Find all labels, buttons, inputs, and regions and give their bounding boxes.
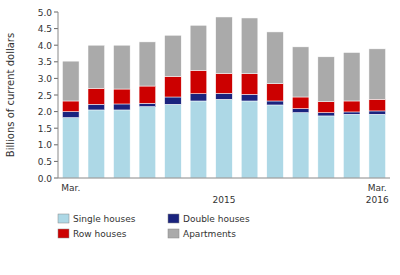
bar-segment (114, 89, 131, 104)
bar-segment (139, 86, 156, 103)
y-tick (54, 78, 58, 79)
y-tick-label: 0.0 (38, 174, 53, 184)
x-axis-line (58, 178, 390, 179)
bar-segment (114, 45, 131, 89)
legend-swatch (58, 229, 69, 238)
bar-segment (88, 88, 105, 104)
bar-segment (114, 104, 131, 110)
x-tick-label: Mar. (368, 183, 387, 193)
legend: Single houses Double houses Row houses Apar… (58, 214, 250, 239)
y-axis-line (58, 12, 59, 178)
y-axis: 0.0 0.5 1.0 1.5 2.0 2.5 3.0 3.5 4.0 4.5 5.0 (38, 8, 58, 184)
legend-label: Apartments (183, 229, 236, 239)
y-tick (54, 95, 58, 96)
bar-segment (88, 45, 105, 88)
bar-segment (241, 94, 258, 101)
bar-segment (318, 113, 335, 116)
bars (62, 17, 385, 178)
annotation: 2015 (213, 195, 236, 205)
y-tick-label: 1.0 (38, 140, 53, 150)
annotation: 2016 (366, 195, 389, 205)
y-tick (54, 12, 58, 13)
legend-label: Double houses (183, 214, 250, 224)
bar-segment (190, 70, 207, 93)
y-tick-label: 4.0 (38, 41, 53, 51)
bar-segment (139, 107, 156, 178)
bar-segment (343, 53, 360, 101)
y-tick-label: 3.0 (38, 74, 53, 84)
bar-segment (216, 17, 233, 73)
bar-segment (318, 116, 335, 178)
bar-segment (62, 118, 79, 178)
legend-label: Row houses (73, 229, 127, 239)
bar-segment (165, 104, 182, 178)
y-tick (54, 28, 58, 29)
y-tick (54, 45, 58, 46)
bar-segment (216, 93, 233, 99)
bar-segment (190, 94, 207, 101)
bar-segment (343, 112, 360, 114)
legend-swatch (58, 214, 69, 223)
y-tick (54, 161, 58, 162)
y-tick-label: 2.0 (38, 107, 53, 117)
bar-segment (62, 112, 79, 118)
bar-segment (88, 104, 105, 110)
y-tick (54, 144, 58, 145)
chart: 0.0 0.5 1.0 1.5 2.0 2.5 3.0 3.5 4.0 4.5 5.0 Billion… (0, 0, 400, 275)
y-tick (54, 111, 58, 112)
y-tick-label: 5.0 (38, 8, 53, 18)
bar-segment (165, 35, 182, 76)
bar-segment (241, 18, 258, 74)
bar-segment (139, 103, 156, 106)
y-tick (54, 61, 58, 62)
y-axis-label: Billions of current dollars (5, 33, 16, 157)
bar-segment (343, 101, 360, 112)
bar-segment (292, 113, 309, 178)
bar-segment (216, 99, 233, 178)
y-tick-label: 4.5 (38, 24, 52, 34)
bar-segment (241, 101, 258, 178)
bar-segment (165, 97, 182, 104)
y-tick (54, 128, 58, 129)
bar-segment (114, 110, 131, 178)
bar-segment (318, 57, 335, 102)
bar-segment (267, 105, 284, 178)
y-tick-label: 0.5 (38, 157, 52, 167)
y-tick-label: 1.5 (38, 124, 52, 134)
bar-segment (88, 110, 105, 178)
bar-segment (267, 101, 284, 105)
x-tick-label: Mar. (61, 183, 80, 193)
bar-segment (190, 25, 207, 70)
y-tick (54, 178, 58, 179)
legend-swatch (168, 214, 179, 223)
bar-segment (343, 114, 360, 178)
bar-segment (139, 42, 156, 86)
bar-segment (318, 102, 335, 113)
bar-segment (369, 99, 386, 111)
bar-segment (292, 47, 309, 97)
bar-segment (369, 49, 386, 99)
legend-swatch (168, 229, 179, 238)
bar-segment (62, 61, 79, 101)
bar-segment (267, 32, 284, 84)
bar-segment (241, 74, 258, 95)
bar-segment (369, 114, 386, 178)
y-tick-label: 3.5 (38, 57, 52, 67)
bar-segment (369, 111, 386, 114)
bar-segment (190, 101, 207, 178)
x-axis: Mar. Mar. 2015 2016 (61, 183, 389, 205)
bar-segment (292, 97, 309, 109)
y-tick-label: 2.5 (38, 91, 52, 101)
bar-segment (165, 76, 182, 97)
legend-label: Single houses (73, 214, 136, 224)
bar-segment (292, 109, 309, 113)
bar-segment (267, 84, 284, 101)
bar-segment (62, 101, 79, 112)
bar-segment (216, 73, 233, 93)
